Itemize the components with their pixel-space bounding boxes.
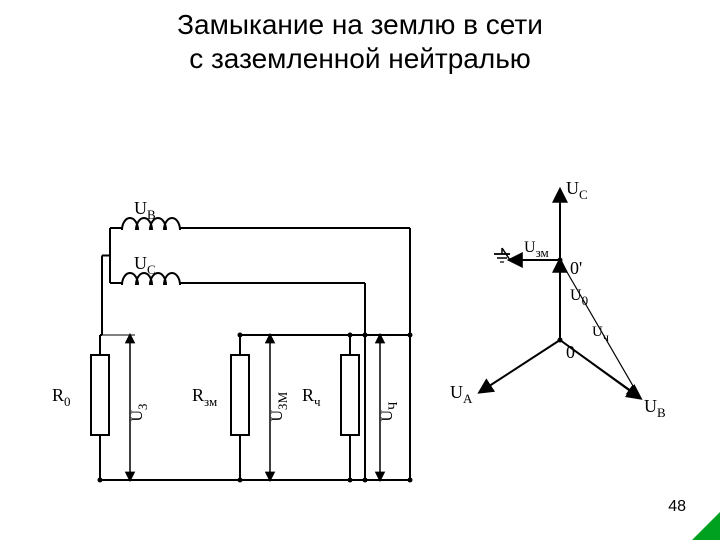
title-line1: Замыкание на землю в сети — [177, 9, 543, 40]
svg-text:Uзм: Uзм — [524, 239, 549, 260]
svg-text:Rч: Rч — [302, 385, 321, 409]
svg-text:UC: UC — [566, 178, 588, 202]
svg-text:Rзм: Rзм — [192, 385, 217, 409]
svg-text:U0: U0 — [570, 287, 588, 308]
title-line2: с заземленной нейтралью — [189, 43, 531, 74]
slide-title: Замыкание на землю в сети с заземленной … — [0, 8, 720, 75]
svg-text:0: 0 — [566, 342, 575, 362]
svg-text:UЗМ: UЗМ — [269, 391, 290, 421]
page-number: 48 — [668, 498, 686, 516]
svg-text:UA: UA — [450, 382, 473, 406]
circuit-diagram: UBUCR0UЗRзмUЗМRчUЧ — [10, 90, 450, 520]
svg-text:0': 0' — [570, 258, 582, 278]
svg-text:UB: UB — [644, 396, 666, 420]
phasor-diagram: UC Uзм 0' U0Uч 0 UA UB — [440, 150, 700, 430]
svg-text:UЧ: UЧ — [379, 401, 400, 422]
corner-decoration — [692, 512, 720, 540]
svg-text:UЗ: UЗ — [129, 403, 150, 421]
svg-text:Uч: Uч — [592, 324, 609, 344]
svg-text:R0: R0 — [52, 385, 71, 409]
